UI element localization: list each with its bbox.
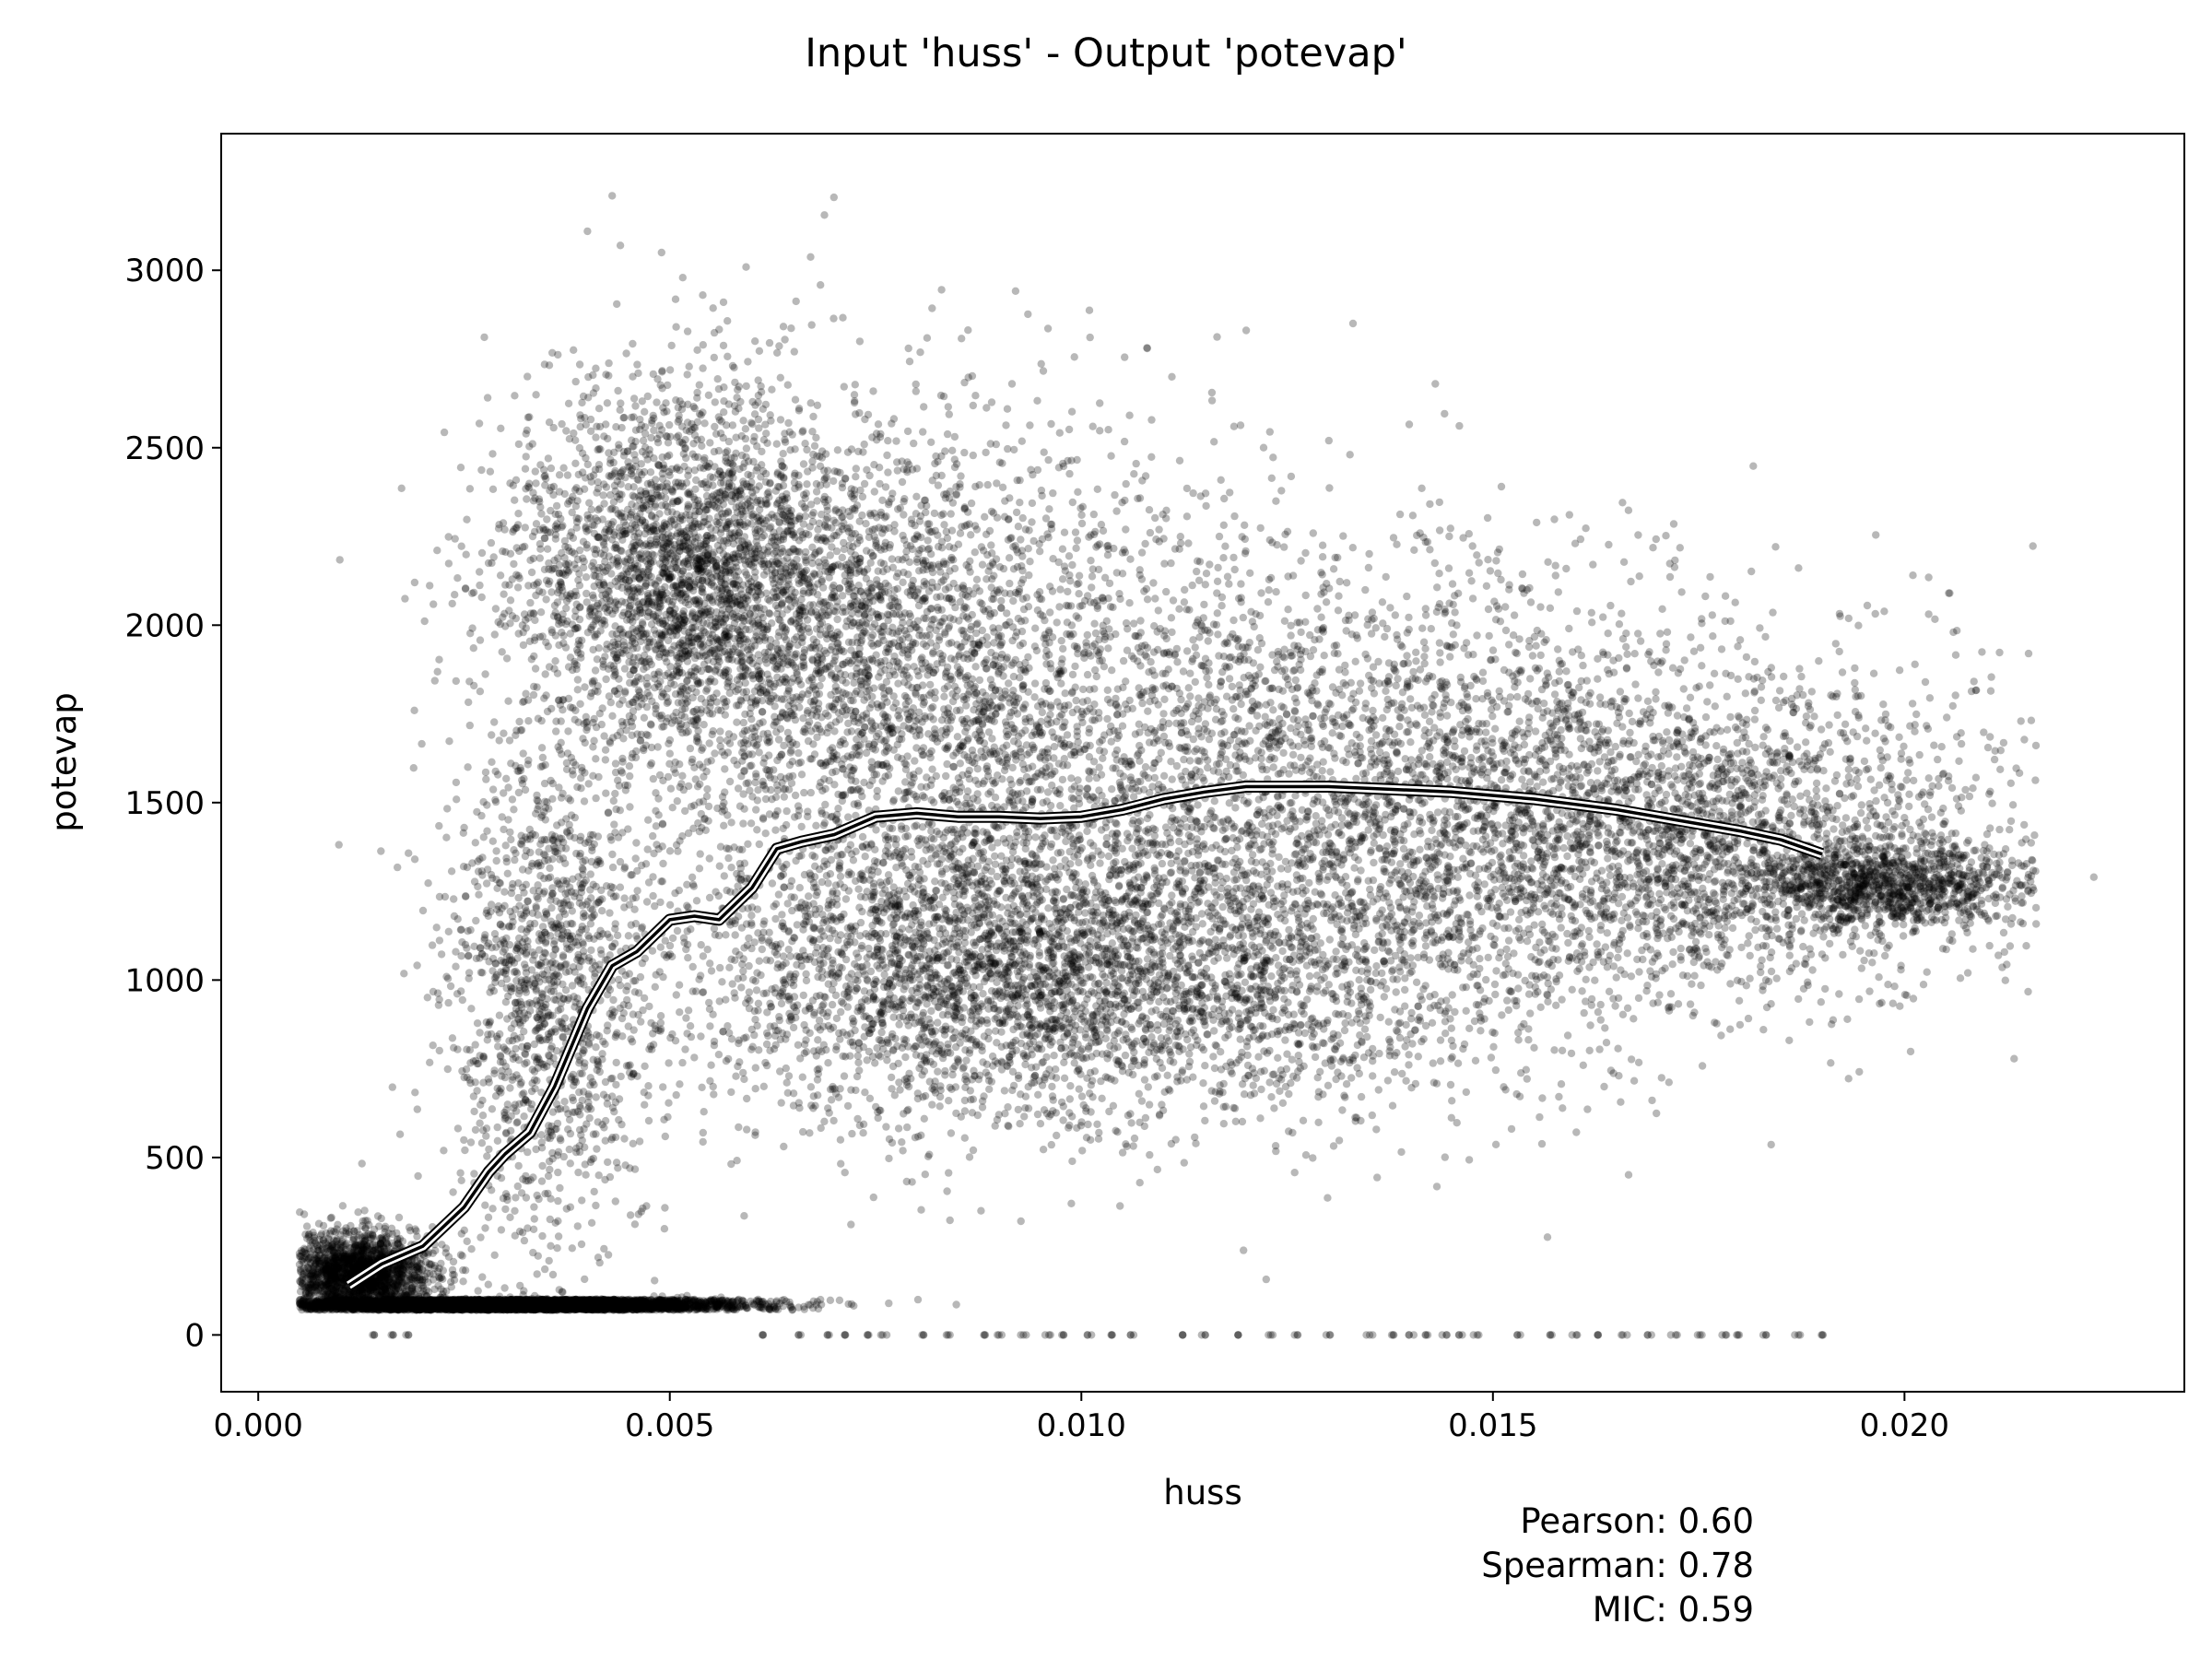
scatter-point: [914, 1296, 922, 1303]
scatter-point: [801, 1305, 808, 1312]
scatter-point: [501, 1304, 509, 1312]
scatter-point: [475, 1287, 482, 1294]
scatter-point: [500, 1284, 508, 1291]
chart-title: Input 'huss' - Output 'potevap': [805, 30, 1407, 76]
scatter-point: [742, 1302, 749, 1310]
scatter-point: [848, 1300, 855, 1308]
points-layer: [296, 192, 2098, 1338]
scatter-point: [885, 1300, 892, 1307]
scatter-point: [651, 1277, 658, 1284]
scatter-point: [724, 1303, 732, 1311]
scatter-point: [776, 1300, 783, 1307]
scatter-point: [814, 1298, 821, 1305]
scatter-point: [565, 1300, 572, 1307]
scatter-point: [755, 1297, 762, 1304]
scatter-point: [693, 1298, 700, 1305]
scatter-point: [786, 1301, 794, 1309]
scatter-point: [827, 1297, 834, 1304]
scatter-point: [836, 1297, 843, 1304]
